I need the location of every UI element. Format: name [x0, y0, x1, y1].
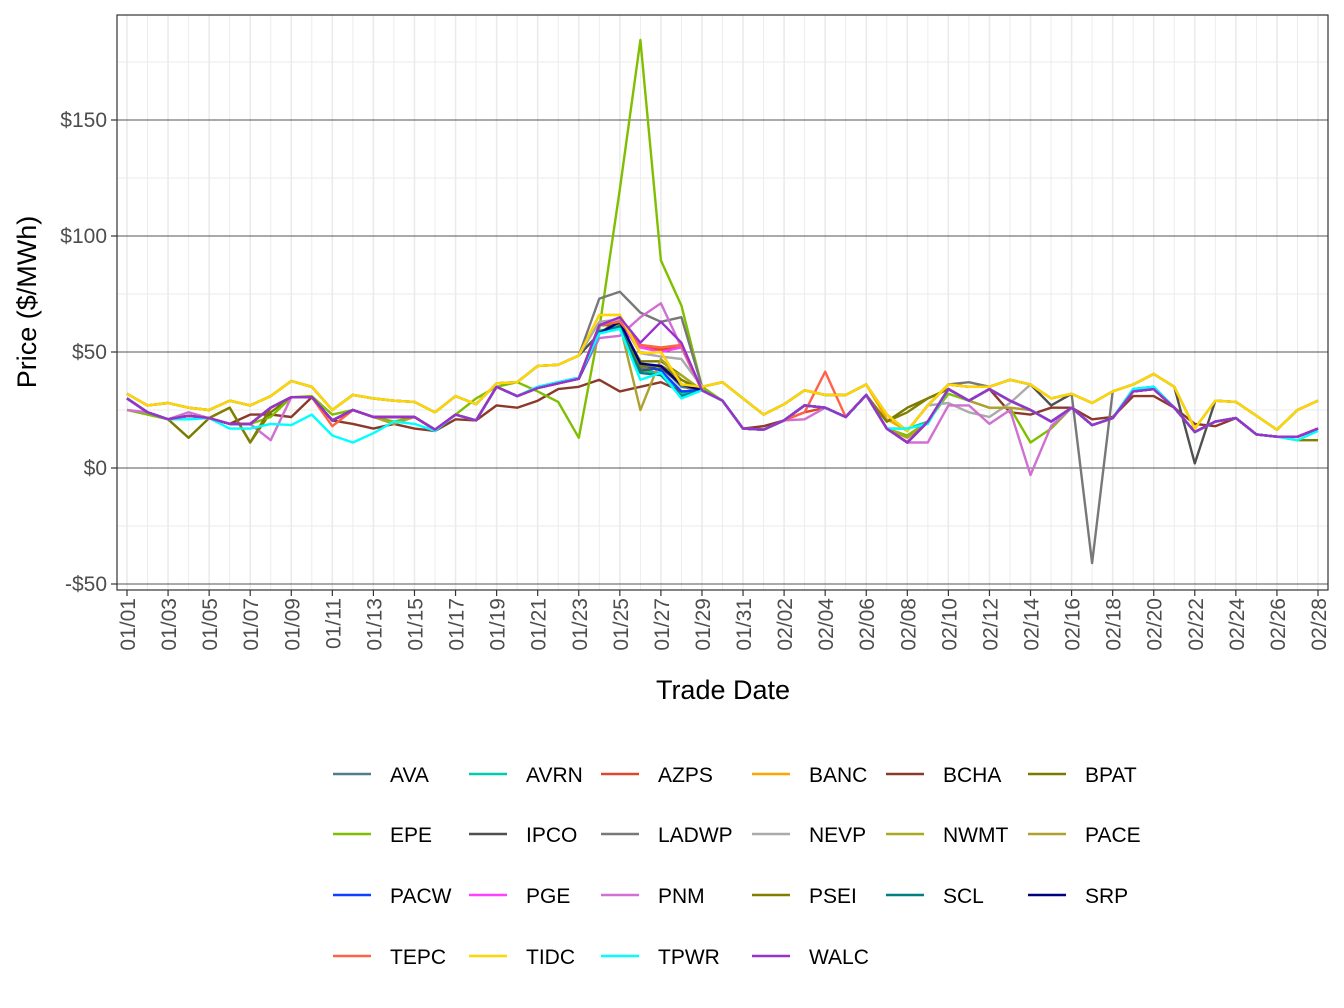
- x-tick-label: 02/28: [1308, 598, 1331, 651]
- x-tick-label: 01/25: [610, 598, 633, 651]
- x-tick-label: 01/01: [117, 598, 140, 651]
- legend-item-tidc: TIDC: [469, 946, 575, 969]
- x-tick-label: 01/31: [733, 598, 756, 651]
- x-tick-label: 01/11: [322, 598, 345, 649]
- legend-item-azps: AZPS: [601, 764, 713, 787]
- legend-item-banc: BANC: [752, 764, 867, 787]
- legend-label: SRP: [1085, 885, 1128, 908]
- x-tick-label: 02/26: [1267, 598, 1290, 651]
- legend-item-pge: PGE: [469, 885, 570, 908]
- legend-label: AVRN: [526, 764, 583, 787]
- x-tick-label: 01/29: [692, 598, 715, 651]
- legend-label: LADWP: [658, 824, 733, 847]
- legend-label: BCHA: [943, 764, 1001, 787]
- legend-item-ava: AVA: [333, 764, 429, 787]
- legend-label: IPCO: [526, 824, 577, 847]
- x-tick-label: 02/14: [1021, 598, 1044, 651]
- x-axis: 01/01 01/03 01/05 01/07 01/09 01/11 01/13 01/15…: [117, 590, 1331, 651]
- legend-item-srp: SRP: [1028, 885, 1128, 908]
- x-tick-label: 01/17: [446, 598, 469, 651]
- legend-item-tepc: TEPC: [333, 946, 446, 969]
- x-tick-label: 02/02: [774, 598, 797, 651]
- legend-item-ipco: IPCO: [469, 824, 577, 847]
- grid: [117, 15, 1328, 590]
- legend-item-bcha: BCHA: [886, 764, 1001, 787]
- legend: AVA AVRN AZPS BANC BCHA BPAT EPE IPCO LADWP NEVP N…: [333, 764, 1141, 969]
- legend-label: SCL: [943, 885, 984, 908]
- x-tick-label: 01/15: [404, 598, 427, 651]
- x-tick-label: 01/13: [363, 598, 386, 651]
- legend-item-pacw: PACW: [333, 885, 452, 908]
- x-tick-label: 02/08: [897, 598, 920, 651]
- legend-item-ladwp: LADWP: [601, 824, 733, 847]
- y-tick-label: $0: [84, 457, 107, 480]
- legend-label: PACW: [390, 885, 452, 908]
- x-tick-label: 02/18: [1103, 598, 1126, 651]
- series-line-walc: [126, 316, 1319, 444]
- legend-label: TPWR: [658, 946, 720, 969]
- series-line-tidc: [126, 313, 1319, 433]
- plot-panel-border: [116, 14, 1329, 591]
- legend-label: PSEI: [809, 885, 857, 908]
- legend-label: AZPS: [658, 764, 713, 787]
- legend-item-nevp: NEVP: [752, 824, 866, 847]
- x-tick-label: 02/06: [856, 598, 879, 651]
- legend-label: AVA: [390, 764, 429, 787]
- x-tick-label: 01/23: [569, 598, 592, 651]
- legend-item-avrn: AVRN: [469, 764, 583, 787]
- y-tick-label: $50: [72, 341, 107, 364]
- y-axis: -$50 $0 $50 $100 $150: [60, 109, 117, 596]
- legend-item-nwmt: NWMT: [886, 824, 1008, 847]
- legend-label: BPAT: [1085, 764, 1137, 787]
- legend-label: BANC: [809, 764, 867, 787]
- x-tick-label: 01/27: [651, 598, 674, 651]
- legend-item-walc: WALC: [752, 946, 869, 969]
- legend-item-scl: SCL: [886, 885, 984, 908]
- legend-item-pnm: PNM: [601, 885, 705, 908]
- x-tick-label: 01/09: [281, 598, 304, 651]
- y-tick-label: -$50: [65, 573, 107, 596]
- legend-label: PGE: [526, 885, 570, 908]
- x-tick-label: 01/07: [240, 598, 263, 651]
- x-tick-label: 01/05: [199, 598, 222, 651]
- x-tick-label: 02/10: [938, 598, 961, 651]
- x-tick-label: 01/21: [528, 598, 551, 651]
- legend-item-bpat: BPAT: [1028, 764, 1137, 787]
- y-tick-label: $150: [60, 109, 107, 132]
- legend-label: PACE: [1085, 824, 1141, 847]
- legend-label: TEPC: [390, 946, 446, 969]
- x-tick-label: 02/20: [1144, 598, 1167, 651]
- legend-item-pace: PACE: [1028, 824, 1141, 847]
- legend-label: WALC: [809, 946, 869, 969]
- x-tick-label: 01/03: [158, 598, 181, 651]
- x-tick-label: 02/04: [815, 598, 838, 651]
- x-tick-label: 02/12: [979, 598, 1002, 651]
- y-axis-title: Price ($/MWh): [12, 216, 42, 389]
- x-tick-label: 02/22: [1185, 598, 1208, 651]
- x-tick-label: 01/19: [487, 598, 510, 651]
- legend-item-epe: EPE: [333, 824, 432, 847]
- legend-label: NEVP: [809, 824, 866, 847]
- x-tick-label: 02/16: [1062, 598, 1085, 651]
- legend-label: PNM: [658, 885, 705, 908]
- series-lines: [126, 38, 1319, 565]
- legend-label: TIDC: [526, 946, 575, 969]
- legend-label: EPE: [390, 824, 432, 847]
- legend-item-psei: PSEI: [752, 885, 857, 908]
- legend-item-tpwr: TPWR: [601, 946, 720, 969]
- x-axis-title: Trade Date: [656, 675, 790, 705]
- legend-label: NWMT: [943, 824, 1008, 847]
- x-tick-label: 02/24: [1226, 598, 1249, 651]
- y-tick-label: $100: [60, 225, 107, 248]
